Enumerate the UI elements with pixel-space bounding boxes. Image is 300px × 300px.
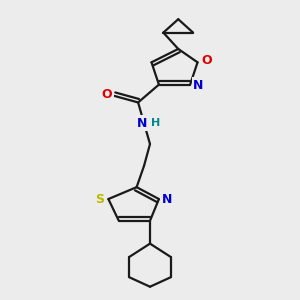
Text: O: O: [102, 88, 112, 101]
Text: N: N: [136, 117, 147, 130]
Text: O: O: [201, 54, 212, 67]
Text: N: N: [193, 79, 204, 92]
Text: N: N: [162, 193, 172, 206]
Text: S: S: [96, 193, 105, 206]
Text: H: H: [151, 118, 160, 128]
